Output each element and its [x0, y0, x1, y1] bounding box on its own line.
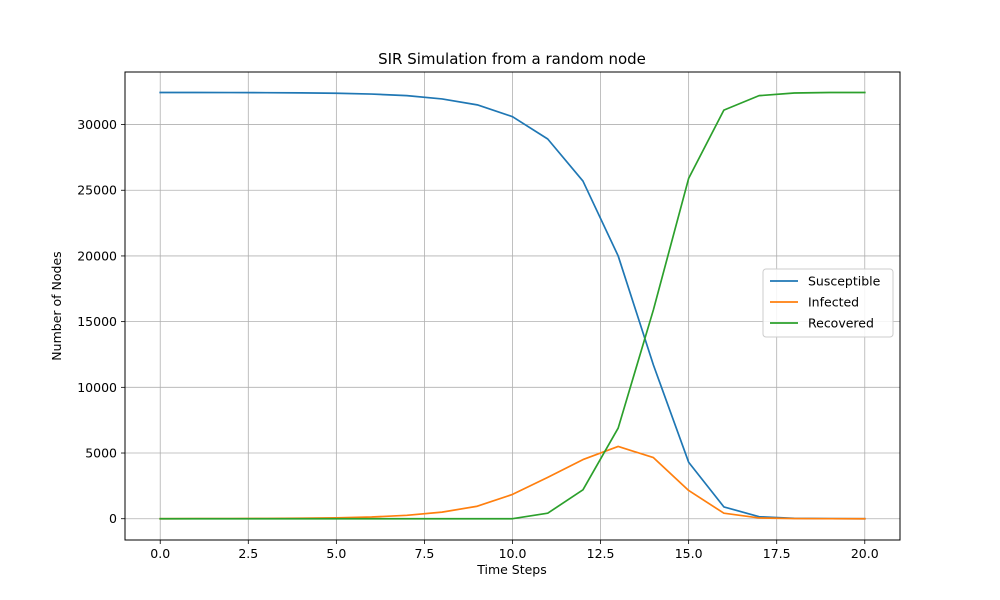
legend-label-susceptible: Susceptible — [808, 274, 881, 289]
y-tick-label: 25000 — [77, 183, 117, 198]
series-line-recovered — [159, 91, 866, 520]
x-tick-label: 17.5 — [763, 546, 791, 561]
tick-layer: 0.0 2.5 5.0 7.5 10.0 12.5 15.0 17.5 20.0 0 5000 100… — [77, 117, 878, 561]
legend-box — [762, 268, 894, 338]
x-tick-label: 20.0 — [851, 546, 879, 561]
y-tick-label: 10000 — [77, 380, 117, 395]
x-tick-label: 5.0 — [326, 546, 346, 561]
legend: Susceptible Infected Recovered — [762, 268, 894, 338]
x-tick-label: 2.5 — [238, 546, 258, 561]
y-tick-label: 15000 — [77, 314, 117, 329]
legend-label-recovered: Recovered — [808, 316, 874, 331]
series-layer — [159, 91, 866, 520]
chart-title: SIR Simulation from a random node — [378, 50, 646, 68]
series-line-susceptible — [159, 91, 866, 520]
x-tick-label: 15.0 — [675, 546, 703, 561]
x-tick-label: 7.5 — [414, 546, 434, 561]
legend-label-infected: Infected — [808, 295, 859, 310]
y-tick-label: 0 — [109, 511, 117, 526]
x-tick-label: 12.5 — [587, 546, 615, 561]
y-tick-label: 20000 — [77, 248, 117, 263]
y-tick-label: 5000 — [85, 446, 117, 461]
y-tick-label: 30000 — [77, 117, 117, 132]
x-tick-label: 10.0 — [499, 546, 527, 561]
x-tick-label: 0.0 — [150, 546, 170, 561]
y-axis-label: Number of Nodes — [49, 251, 64, 360]
x-axis-label: Time Steps — [476, 562, 547, 577]
